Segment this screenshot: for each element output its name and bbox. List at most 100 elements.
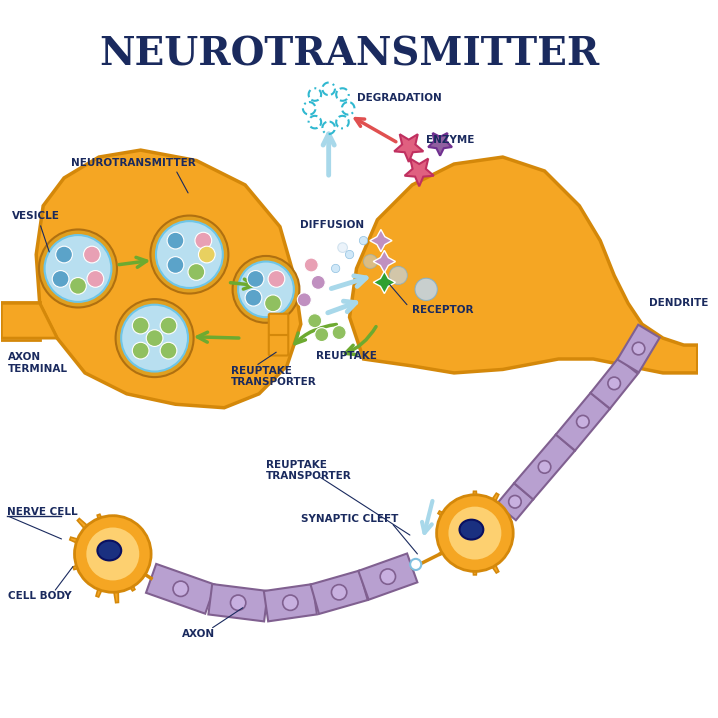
Text: NERVE CELL: NERVE CELL: [7, 507, 78, 517]
Text: REUPTAKE
TRANSPORTER: REUPTAKE TRANSPORTER: [231, 365, 317, 387]
Polygon shape: [514, 434, 575, 500]
Polygon shape: [73, 549, 114, 569]
Text: ENZYME: ENZYME: [426, 135, 475, 144]
Ellipse shape: [98, 541, 121, 561]
Circle shape: [150, 215, 228, 294]
Polygon shape: [373, 271, 396, 294]
Text: REUPTAKE: REUPTAKE: [316, 350, 376, 360]
Circle shape: [337, 243, 348, 253]
Polygon shape: [590, 358, 638, 409]
Text: NEUROTRANSMITTER: NEUROTRANSMITTER: [99, 35, 600, 73]
Circle shape: [608, 377, 620, 390]
Text: REUPTAKE
TRANSPORTER: REUPTAKE TRANSPORTER: [266, 460, 352, 481]
Polygon shape: [454, 499, 479, 536]
Polygon shape: [78, 518, 116, 557]
Polygon shape: [454, 531, 479, 567]
Text: DIFFUSION: DIFFUSION: [300, 220, 364, 230]
FancyBboxPatch shape: [269, 314, 289, 355]
Polygon shape: [444, 529, 477, 551]
Circle shape: [332, 584, 347, 600]
Circle shape: [87, 271, 104, 287]
Circle shape: [160, 317, 177, 334]
Polygon shape: [108, 554, 118, 602]
Text: SYNAPTIC CLEFT: SYNAPTIC CLEFT: [301, 514, 398, 524]
Circle shape: [297, 293, 312, 307]
Circle shape: [52, 271, 69, 287]
Circle shape: [268, 271, 285, 287]
Polygon shape: [350, 157, 698, 373]
Circle shape: [245, 289, 262, 306]
Polygon shape: [264, 584, 317, 621]
Circle shape: [146, 330, 163, 347]
Text: CELL BODY: CELL BODY: [9, 591, 72, 601]
Text: AXON: AXON: [182, 629, 215, 639]
Circle shape: [132, 342, 149, 359]
Polygon shape: [146, 564, 215, 614]
Circle shape: [633, 342, 645, 355]
Circle shape: [56, 246, 73, 263]
Circle shape: [173, 581, 188, 597]
Polygon shape: [208, 584, 268, 621]
Circle shape: [167, 256, 184, 274]
Circle shape: [577, 416, 589, 428]
Circle shape: [83, 246, 101, 263]
Polygon shape: [36, 150, 301, 408]
Circle shape: [359, 236, 368, 245]
Text: DEGRADATION: DEGRADATION: [357, 93, 442, 103]
Polygon shape: [471, 531, 499, 573]
Polygon shape: [556, 393, 610, 451]
Polygon shape: [96, 552, 117, 597]
Polygon shape: [97, 514, 117, 556]
Polygon shape: [108, 551, 135, 591]
Circle shape: [121, 304, 188, 371]
Polygon shape: [617, 325, 660, 373]
Circle shape: [116, 299, 194, 377]
Polygon shape: [1, 303, 57, 338]
Circle shape: [538, 461, 551, 473]
Polygon shape: [358, 554, 417, 600]
Circle shape: [167, 232, 184, 249]
Polygon shape: [350, 157, 698, 373]
Text: DENDRITE: DENDRITE: [649, 298, 709, 308]
Circle shape: [389, 266, 407, 284]
Circle shape: [308, 314, 322, 327]
Polygon shape: [394, 134, 424, 162]
Polygon shape: [470, 533, 480, 575]
Circle shape: [230, 595, 246, 610]
Circle shape: [156, 221, 223, 288]
Circle shape: [304, 258, 318, 272]
Circle shape: [312, 276, 325, 289]
Circle shape: [415, 278, 437, 301]
Polygon shape: [310, 571, 368, 614]
Polygon shape: [475, 528, 510, 538]
Polygon shape: [373, 251, 396, 273]
Polygon shape: [497, 483, 533, 521]
Circle shape: [332, 264, 340, 273]
Polygon shape: [471, 493, 499, 536]
Circle shape: [508, 495, 521, 508]
Text: AXON
TERMINAL: AXON TERMINAL: [9, 352, 68, 373]
Circle shape: [233, 256, 299, 323]
Text: RECEPTOR: RECEPTOR: [412, 305, 474, 315]
Circle shape: [410, 559, 421, 570]
Circle shape: [195, 232, 212, 249]
Circle shape: [381, 569, 396, 584]
Circle shape: [160, 342, 177, 359]
Polygon shape: [108, 516, 118, 554]
Polygon shape: [470, 491, 480, 533]
Polygon shape: [472, 529, 509, 554]
Circle shape: [437, 495, 513, 572]
Polygon shape: [370, 230, 392, 252]
Circle shape: [345, 251, 354, 258]
Circle shape: [75, 516, 151, 592]
Circle shape: [45, 235, 111, 302]
Circle shape: [238, 261, 294, 317]
Polygon shape: [85, 551, 116, 582]
Polygon shape: [472, 513, 509, 537]
Circle shape: [86, 528, 139, 580]
Circle shape: [198, 246, 215, 263]
Circle shape: [265, 295, 281, 312]
Circle shape: [39, 230, 117, 307]
Circle shape: [70, 278, 86, 294]
Polygon shape: [36, 150, 301, 408]
